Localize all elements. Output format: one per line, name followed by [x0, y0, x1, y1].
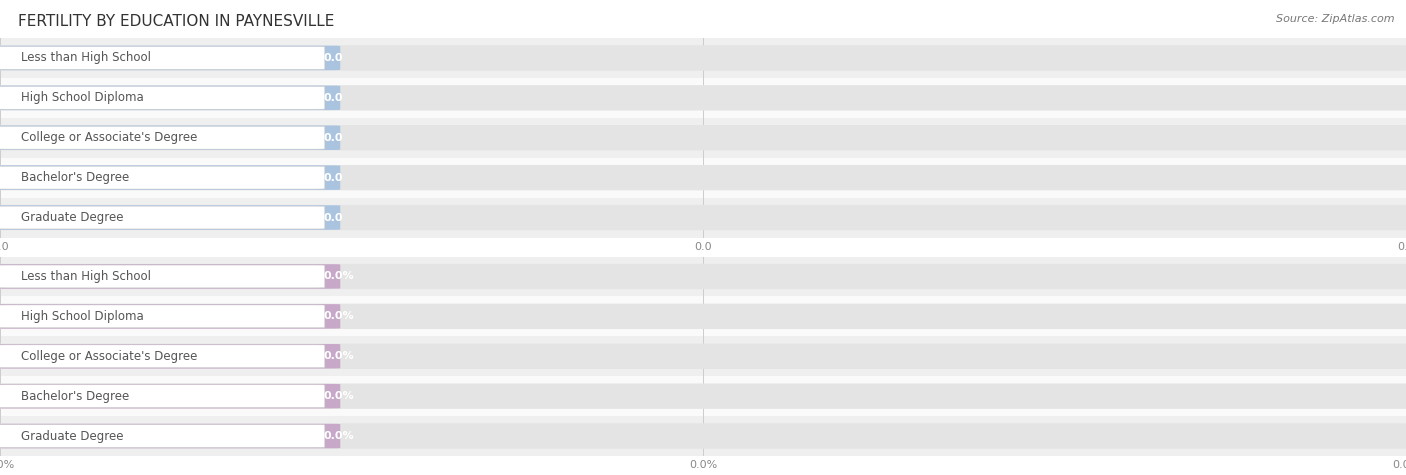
FancyBboxPatch shape: [0, 125, 340, 150]
FancyBboxPatch shape: [0, 86, 325, 109]
Text: College or Associate's Degree: College or Associate's Degree: [21, 131, 197, 144]
Text: Less than High School: Less than High School: [21, 270, 150, 283]
Bar: [0, 158, 1406, 198]
Bar: [0, 416, 1406, 456]
FancyBboxPatch shape: [0, 45, 1406, 71]
FancyBboxPatch shape: [0, 205, 340, 230]
Text: High School Diploma: High School Diploma: [21, 310, 143, 323]
Text: Bachelor's Degree: Bachelor's Degree: [21, 171, 129, 184]
Text: 0.0: 0.0: [323, 133, 343, 143]
FancyBboxPatch shape: [0, 85, 1406, 111]
Text: 0.0%: 0.0%: [323, 351, 354, 361]
FancyBboxPatch shape: [0, 343, 1406, 369]
FancyBboxPatch shape: [0, 385, 325, 408]
Text: Source: ZipAtlas.com: Source: ZipAtlas.com: [1277, 14, 1395, 24]
FancyBboxPatch shape: [0, 384, 340, 408]
FancyBboxPatch shape: [0, 165, 340, 190]
Text: 0.0: 0.0: [323, 53, 343, 63]
FancyBboxPatch shape: [0, 423, 1406, 449]
FancyBboxPatch shape: [0, 126, 325, 149]
FancyBboxPatch shape: [0, 305, 325, 328]
FancyBboxPatch shape: [0, 165, 1406, 190]
Text: Graduate Degree: Graduate Degree: [21, 429, 124, 443]
Bar: [0, 376, 1406, 416]
FancyBboxPatch shape: [0, 304, 340, 329]
FancyBboxPatch shape: [0, 383, 1406, 409]
Bar: [0, 38, 1406, 78]
Text: 0.0%: 0.0%: [323, 271, 354, 282]
FancyBboxPatch shape: [0, 345, 325, 368]
FancyBboxPatch shape: [0, 46, 340, 70]
Bar: [0, 78, 1406, 118]
FancyBboxPatch shape: [0, 265, 325, 288]
Text: 0.0%: 0.0%: [323, 431, 354, 441]
Text: 0.0: 0.0: [323, 212, 343, 223]
Text: FERTILITY BY EDUCATION IN PAYNESVILLE: FERTILITY BY EDUCATION IN PAYNESVILLE: [18, 14, 335, 29]
FancyBboxPatch shape: [0, 424, 340, 448]
Text: Graduate Degree: Graduate Degree: [21, 211, 124, 224]
Text: 0.0: 0.0: [323, 93, 343, 103]
FancyBboxPatch shape: [0, 206, 325, 229]
Bar: [0, 118, 1406, 158]
FancyBboxPatch shape: [0, 86, 340, 110]
FancyBboxPatch shape: [0, 425, 325, 447]
FancyBboxPatch shape: [0, 125, 1406, 151]
FancyBboxPatch shape: [0, 166, 325, 189]
Bar: [0, 256, 1406, 296]
FancyBboxPatch shape: [0, 47, 325, 69]
Text: Bachelor's Degree: Bachelor's Degree: [21, 390, 129, 403]
Text: 0.0%: 0.0%: [323, 311, 354, 322]
Text: Less than High School: Less than High School: [21, 51, 150, 65]
FancyBboxPatch shape: [0, 264, 1406, 289]
Text: 0.0: 0.0: [323, 172, 343, 183]
FancyBboxPatch shape: [0, 304, 1406, 329]
FancyBboxPatch shape: [0, 264, 340, 289]
Text: 0.0%: 0.0%: [323, 391, 354, 401]
Bar: [0, 198, 1406, 238]
Bar: [0, 336, 1406, 376]
FancyBboxPatch shape: [0, 344, 340, 369]
Text: High School Diploma: High School Diploma: [21, 91, 143, 104]
Bar: [0, 296, 1406, 336]
Text: College or Associate's Degree: College or Associate's Degree: [21, 350, 197, 363]
FancyBboxPatch shape: [0, 205, 1406, 230]
